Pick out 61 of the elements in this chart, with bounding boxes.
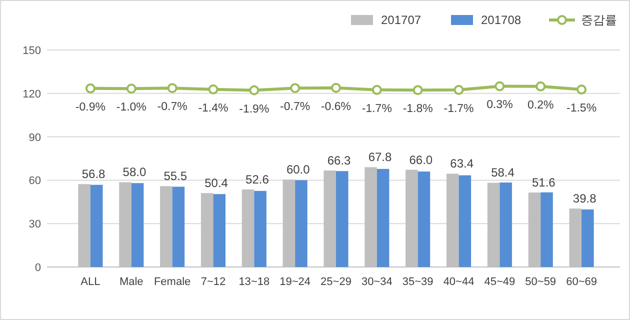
x-tick-label: ALL bbox=[80, 276, 100, 288]
y-tick-label: 60 bbox=[28, 175, 41, 188]
bar bbox=[376, 168, 390, 267]
data-label: 52.6 bbox=[246, 172, 270, 186]
bar bbox=[540, 192, 553, 267]
data-label: 63.4 bbox=[450, 156, 474, 171]
data-label: 55.5 bbox=[164, 169, 188, 184]
legend-label: 증감률 bbox=[581, 13, 617, 27]
bar bbox=[90, 184, 103, 267]
data-label: -1.0% bbox=[116, 102, 146, 114]
data-label: -0.7% bbox=[157, 101, 188, 114]
x-tick-label: 60~69 bbox=[566, 276, 597, 288]
data-label: 50.4 bbox=[204, 176, 228, 190]
legend-label: 201708 bbox=[481, 13, 522, 27]
data-label: -1.9% bbox=[239, 103, 270, 116]
data-label: -1.7% bbox=[362, 102, 392, 115]
data-label: -1.8% bbox=[402, 103, 433, 116]
data-label: -0.7% bbox=[280, 101, 310, 114]
data-label: 51.6 bbox=[532, 175, 556, 190]
x-tick-label: 35~39 bbox=[402, 276, 434, 288]
x-tick-label: 40~44 bbox=[443, 276, 474, 288]
x-tick-label: 25~29 bbox=[320, 276, 352, 288]
legend-label: 201707 bbox=[381, 13, 422, 27]
bar bbox=[213, 194, 226, 267]
bar bbox=[254, 190, 266, 267]
x-tick-label: 7~12 bbox=[200, 276, 226, 288]
data-label: 0.2% bbox=[528, 99, 554, 112]
bar bbox=[500, 182, 512, 267]
data-label: 56.8 bbox=[82, 167, 106, 182]
bar bbox=[172, 186, 185, 267]
y-tick-label: 30 bbox=[28, 218, 41, 231]
data-label: 66.0 bbox=[409, 152, 433, 167]
data-label: -1.7% bbox=[444, 102, 474, 115]
data-label: 60.0 bbox=[286, 162, 310, 177]
x-tick-label: Female bbox=[154, 276, 191, 288]
y-tick-label: 120 bbox=[22, 88, 41, 100]
x-tick-label: 19~24 bbox=[280, 276, 311, 288]
bar bbox=[295, 180, 308, 267]
data-label: 67.8 bbox=[368, 150, 392, 164]
x-tick-label: 45~49 bbox=[484, 276, 516, 288]
x-tick-label: 13~18 bbox=[238, 276, 270, 288]
data-label: -0.9% bbox=[75, 101, 106, 114]
bar bbox=[418, 172, 430, 267]
data-label: 66.3 bbox=[327, 154, 352, 168]
data-label: -1.5% bbox=[566, 102, 597, 115]
bar bbox=[582, 209, 594, 267]
y-tick-label: 0 bbox=[34, 262, 41, 274]
x-tick-label: Male bbox=[119, 276, 144, 288]
data-label: 58.0 bbox=[122, 165, 146, 180]
data-label: 39.8 bbox=[572, 192, 597, 206]
y-tick-label: 150 bbox=[22, 45, 41, 57]
x-tick-label: 50~59 bbox=[525, 276, 556, 288]
data-label: 0.3% bbox=[486, 99, 513, 112]
y-tick-label: 90 bbox=[28, 132, 41, 144]
data-label: -1.4% bbox=[198, 102, 228, 114]
bar bbox=[458, 175, 472, 267]
bar bbox=[131, 183, 144, 267]
x-tick-label: 30~34 bbox=[361, 276, 392, 288]
data-label: 58.4 bbox=[491, 166, 515, 180]
data-label: -0.6% bbox=[320, 100, 352, 113]
bar bbox=[336, 171, 348, 267]
